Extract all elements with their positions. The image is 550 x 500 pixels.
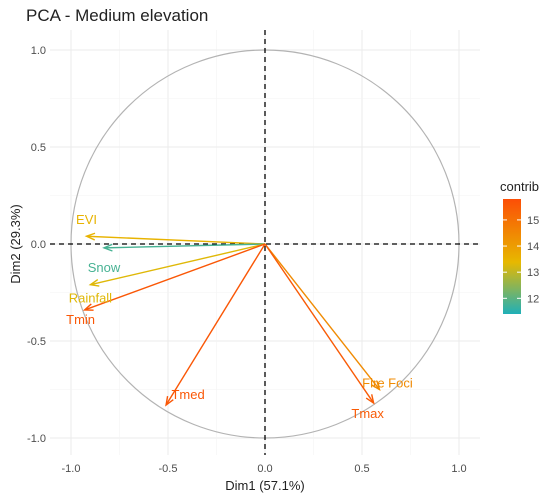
arrowhead-rainfall <box>88 279 100 287</box>
arrow-tmin <box>84 243 266 311</box>
arrow-snow <box>103 243 266 249</box>
label-tmax: Tmax <box>351 406 384 421</box>
legend-tick-label: 13 <box>527 267 539 279</box>
x-tick-label: -1.0 <box>62 463 81 475</box>
arrow-evi <box>86 235 266 245</box>
label-rainfall: Rainfall <box>69 291 112 306</box>
y-tick-label: -1.0 <box>27 433 46 445</box>
zero-lines <box>50 30 480 455</box>
y-tick-label: 0.5 <box>31 142 46 154</box>
legend-tick-label: 14 <box>527 241 539 253</box>
y-tick-label: 1.0 <box>31 45 46 57</box>
variable-arrows <box>82 232 381 407</box>
arrow-tmax <box>264 243 375 404</box>
legend-tick-label: 12 <box>527 293 539 305</box>
tick-labels: -1.0 -0.5 0.0 0.5 1.0 -1.0 -0.5 0.0 0.5 1.0 <box>27 45 467 475</box>
arrowhead-snow <box>102 243 113 252</box>
arrowhead-tmed <box>165 396 174 407</box>
y-tick-label: 0.0 <box>31 239 46 251</box>
legend-tick-label: 15 <box>527 215 539 227</box>
arrowhead-tmax <box>365 394 375 405</box>
label-tmed: Tmed <box>171 387 204 402</box>
x-tick-label: 0.0 <box>257 463 272 475</box>
x-axis-title: Dim1 (57.1%) <box>225 478 304 493</box>
arrowhead-evi <box>84 232 96 241</box>
x-tick-label: 1.0 <box>451 463 466 475</box>
x-tick-label: -0.5 <box>159 463 178 475</box>
y-tick-label: -0.5 <box>27 336 46 348</box>
arrow-rainfall <box>90 243 266 286</box>
legend: contrib 12 13 14 15 <box>500 179 539 314</box>
label-fire-foci: Fire Foci <box>362 376 413 391</box>
label-tmin: Tmin <box>66 312 95 327</box>
arrow-tmed <box>165 243 266 406</box>
legend-title: contrib <box>500 179 539 194</box>
label-snow: Snow <box>88 260 121 275</box>
legend-ticks: 12 13 14 15 <box>503 215 539 305</box>
chart-title: PCA - Medium elevation <box>26 6 209 25</box>
label-evi: EVI <box>76 212 97 227</box>
y-axis-title: Dim2 (29.3%) <box>8 204 23 283</box>
x-tick-label: 0.5 <box>354 463 369 475</box>
arrowhead-fire-foci <box>371 380 381 391</box>
legend-colorbar <box>503 199 521 314</box>
arrowhead-tmin <box>82 303 94 311</box>
variable-labels: EVI Snow Rainfall Tmin Tmed Fire Foci Tmax <box>66 212 413 421</box>
arrow-fire-foci <box>264 243 381 390</box>
